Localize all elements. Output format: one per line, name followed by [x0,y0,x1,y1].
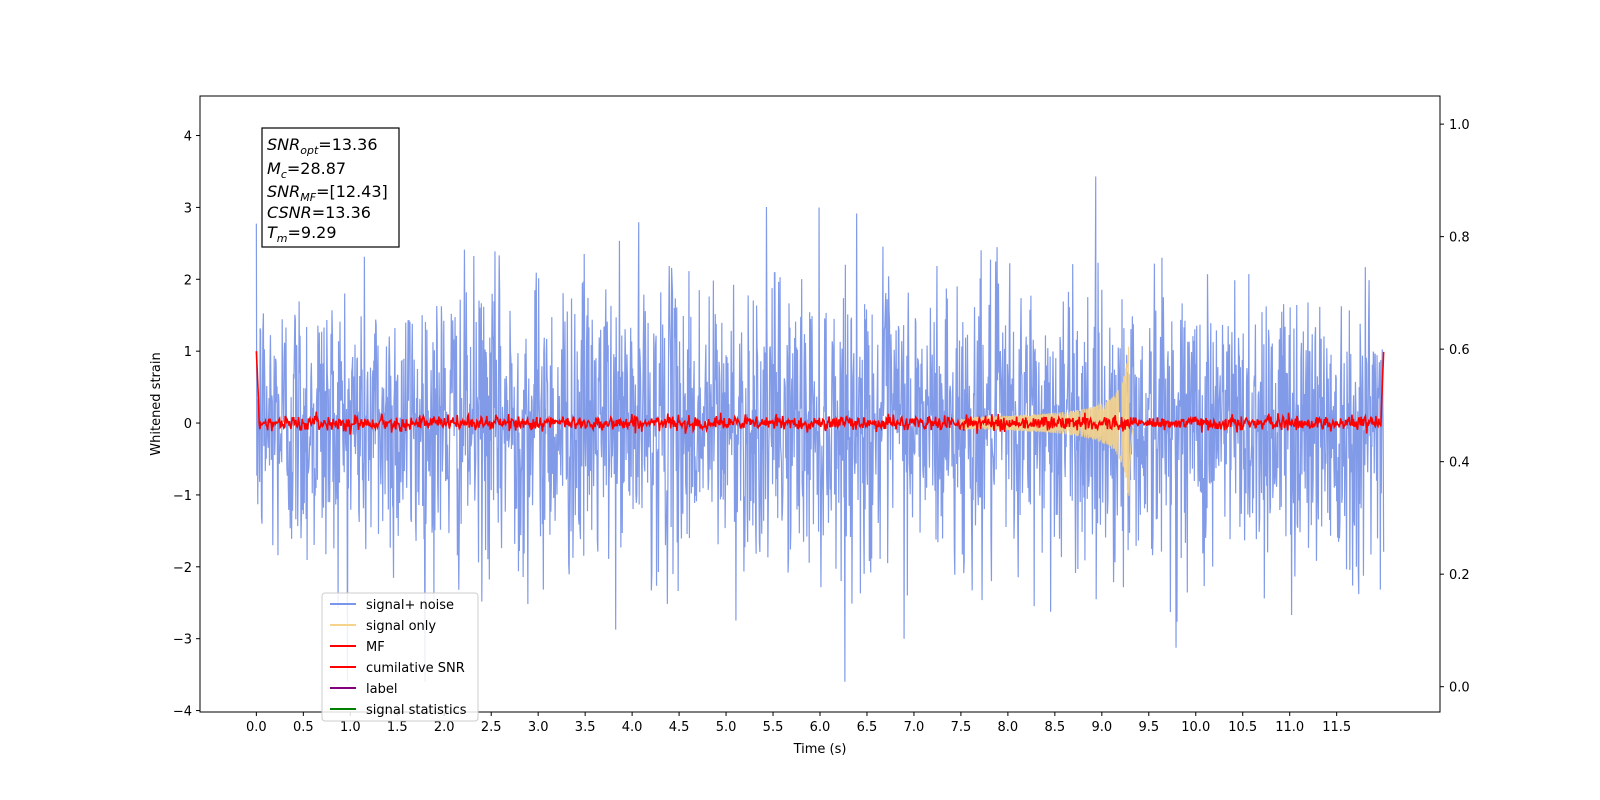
x-tick-label: 8.0 [998,720,1019,735]
x-tick-label: 2.0 [434,720,455,735]
y-tick-label: −4 [173,705,192,720]
x-tick-label: 5.5 [763,720,784,735]
legend-label-cumulative-snr: cumilative SNR [366,661,465,676]
series-signal-noise [255,176,1385,682]
y2-tick-label: 0.2 [1449,568,1470,583]
info-snr-mf: SNRMF=[12.43] [267,182,388,204]
legend: signal+ noise signal only MF cumilative … [321,592,479,722]
x-tick-label: 1.0 [340,720,361,735]
y-tick-label: 2 [184,273,192,288]
y-tick-label: 3 [184,201,192,216]
x-tick-label: 0.5 [293,720,314,735]
y-tick-label: −3 [173,633,192,648]
y2-tick-label: 0.4 [1449,456,1470,471]
info-box-frame [261,127,400,248]
legend-frame [321,592,479,722]
y-tick-label: 1 [184,345,192,360]
info-snr-opt: SNRopt=13.36 [267,135,378,157]
y2-tick-label: 0.6 [1449,343,1470,358]
info-csnr: CSNR=13.36 [267,203,371,222]
info-mc: Mc=28.87 [267,159,346,181]
legend-label-label: label [366,682,397,697]
x-tick-label: 9.0 [1091,720,1112,735]
x-tick-label: 6.5 [857,720,878,735]
y2-tick-label: 0.8 [1449,231,1470,246]
x-axis-label: Time (s) [793,742,847,757]
y-axis-label: Whitened strain [149,352,164,455]
y-tick-label: −1 [173,489,192,504]
x-tick-label: 5.0 [716,720,737,735]
y2-tick-label: 1.0 [1449,118,1470,133]
x-tick-label: 0.0 [246,720,267,735]
x-tick-label: 1.5 [387,720,408,735]
x-tick-label: 3.5 [575,720,596,735]
y-tick-label: −2 [173,561,192,576]
x-tick-label: 4.5 [669,720,690,735]
legend-label-signal-only: signal only [366,619,436,634]
x-tick-label: 7.5 [951,720,972,735]
series-mf [255,351,1385,435]
y2-tick-label: 0.0 [1449,681,1470,696]
x-tick-label: 2.5 [481,720,502,735]
legend-label-signal-noise: signal+ noise [366,598,454,613]
series-layer [255,176,1385,682]
info-box: SNRopt=13.36 Mc=28.87 SNRMF=[12.43] CSNR… [261,127,400,248]
y-axis-ticks: −4 −3 −2 −1 0 1 2 3 4 [173,130,200,720]
x-tick-label: 11.5 [1322,720,1351,735]
legend-label-mf: MF [366,640,385,655]
y2-axis-ticks: 0.0 0.2 0.4 0.6 0.8 1.0 [1440,118,1470,696]
y-tick-label: 0 [184,417,192,432]
y-tick-label: 4 [184,130,192,145]
x-tick-label: 10.5 [1228,720,1257,735]
legend-label-signal-statistics: signal statistics [366,703,467,718]
x-tick-label: 11.0 [1275,720,1304,735]
x-tick-label: 8.5 [1045,720,1066,735]
x-tick-label: 4.0 [622,720,643,735]
x-axis-ticks: 0.0 0.5 1.0 1.5 2.0 2.5 3.0 3.5 4.0 4.5 5.0 5.5 6.0 6… [246,712,1351,735]
x-tick-label: 3.0 [528,720,549,735]
x-tick-label: 9.5 [1138,720,1159,735]
x-tick-label: 6.0 [810,720,831,735]
x-tick-label: 7.0 [904,720,925,735]
x-tick-label: 10.0 [1181,720,1210,735]
info-tm: Tm=9.29 [267,223,337,245]
